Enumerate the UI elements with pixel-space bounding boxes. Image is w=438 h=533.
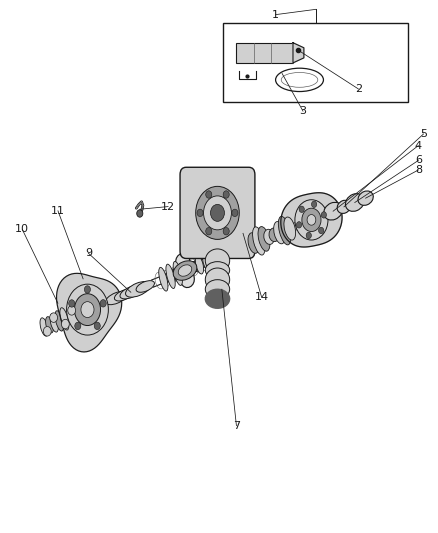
Ellipse shape	[253, 227, 265, 255]
Ellipse shape	[258, 227, 270, 251]
Ellipse shape	[358, 191, 373, 205]
Ellipse shape	[173, 261, 197, 280]
Ellipse shape	[295, 200, 328, 240]
Ellipse shape	[106, 292, 127, 305]
Bar	[237, 43, 293, 63]
Bar	[223, 22, 408, 102]
Ellipse shape	[337, 200, 351, 213]
Ellipse shape	[217, 249, 225, 262]
Ellipse shape	[274, 222, 285, 244]
Circle shape	[100, 300, 106, 307]
Ellipse shape	[269, 228, 279, 241]
Text: 12: 12	[161, 201, 175, 212]
Text: 8: 8	[415, 165, 422, 175]
Circle shape	[306, 232, 311, 239]
Ellipse shape	[205, 262, 230, 279]
Circle shape	[206, 191, 212, 198]
Ellipse shape	[60, 308, 69, 330]
Ellipse shape	[67, 284, 108, 335]
Ellipse shape	[205, 249, 230, 272]
Ellipse shape	[302, 208, 321, 231]
Circle shape	[49, 313, 57, 322]
Polygon shape	[162, 254, 208, 287]
Ellipse shape	[279, 216, 291, 245]
Circle shape	[223, 191, 229, 198]
Ellipse shape	[211, 204, 224, 221]
Circle shape	[232, 209, 238, 216]
Circle shape	[75, 322, 81, 330]
Ellipse shape	[178, 265, 192, 276]
Ellipse shape	[203, 254, 211, 270]
Ellipse shape	[166, 264, 175, 288]
Text: 1: 1	[272, 10, 279, 20]
Ellipse shape	[159, 268, 168, 291]
Circle shape	[206, 228, 212, 235]
Ellipse shape	[46, 317, 53, 333]
Text: 10: 10	[15, 224, 29, 235]
Text: 6: 6	[415, 156, 422, 165]
Text: 7: 7	[233, 421, 240, 431]
Circle shape	[223, 228, 229, 235]
Ellipse shape	[196, 187, 239, 239]
Polygon shape	[293, 43, 304, 63]
Circle shape	[85, 286, 91, 293]
Ellipse shape	[136, 281, 155, 292]
Ellipse shape	[346, 193, 364, 212]
Polygon shape	[281, 193, 342, 247]
Circle shape	[61, 319, 69, 329]
Ellipse shape	[81, 302, 94, 318]
Text: 4: 4	[415, 141, 422, 151]
Text: 11: 11	[51, 206, 65, 216]
Ellipse shape	[114, 289, 133, 301]
Polygon shape	[205, 289, 230, 308]
Text: 5: 5	[420, 129, 427, 139]
Circle shape	[311, 201, 317, 207]
Text: 2: 2	[355, 84, 362, 94]
Circle shape	[137, 210, 143, 217]
Ellipse shape	[210, 252, 218, 266]
Circle shape	[197, 209, 203, 216]
Ellipse shape	[307, 215, 316, 225]
FancyBboxPatch shape	[180, 167, 255, 259]
Ellipse shape	[264, 229, 275, 245]
Circle shape	[68, 305, 76, 315]
Ellipse shape	[74, 294, 101, 326]
Ellipse shape	[40, 318, 48, 336]
Polygon shape	[57, 273, 122, 352]
Circle shape	[321, 212, 326, 218]
Circle shape	[94, 322, 100, 329]
Circle shape	[69, 300, 75, 307]
Circle shape	[297, 222, 302, 228]
Circle shape	[318, 227, 324, 233]
Ellipse shape	[173, 262, 182, 285]
Ellipse shape	[204, 196, 231, 230]
Circle shape	[43, 327, 51, 336]
Text: 9: 9	[85, 248, 92, 259]
Text: 14: 14	[254, 292, 269, 302]
Ellipse shape	[205, 268, 230, 292]
Ellipse shape	[120, 286, 141, 299]
Circle shape	[299, 206, 304, 213]
Ellipse shape	[195, 255, 204, 274]
Ellipse shape	[205, 280, 230, 299]
Ellipse shape	[126, 281, 151, 297]
Ellipse shape	[324, 203, 343, 220]
Text: 3: 3	[300, 106, 307, 116]
Ellipse shape	[248, 233, 259, 253]
Ellipse shape	[55, 311, 64, 331]
Ellipse shape	[50, 314, 58, 332]
Ellipse shape	[284, 217, 296, 240]
